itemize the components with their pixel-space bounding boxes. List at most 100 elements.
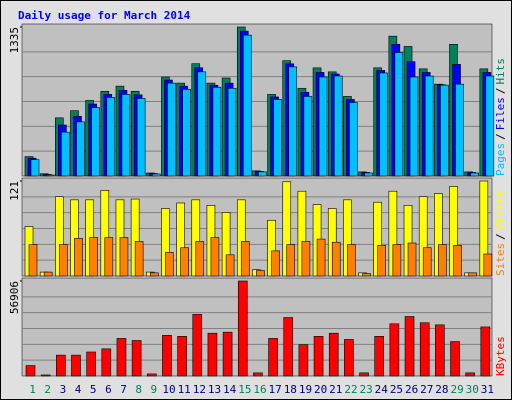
bar	[56, 354, 66, 377]
legend-entry: Sites	[494, 243, 507, 276]
x-tick-label: 3	[60, 383, 67, 396]
bar	[394, 52, 404, 177]
bar	[318, 76, 328, 177]
y-tick-label: 121	[8, 181, 21, 201]
bar	[438, 244, 447, 277]
bar	[177, 336, 187, 377]
bar	[116, 338, 127, 377]
bar	[273, 99, 282, 177]
bar	[256, 270, 265, 277]
bar	[316, 238, 326, 277]
bar	[237, 280, 248, 377]
x-tick-label: 23	[360, 383, 373, 396]
bar	[271, 250, 280, 277]
x-tick-label: 11	[178, 383, 191, 396]
bar	[136, 98, 146, 177]
bar	[182, 88, 191, 177]
legend-entry: Pages	[494, 143, 507, 176]
x-tick-label: 21	[329, 383, 342, 396]
bar	[106, 97, 116, 177]
bar	[288, 66, 298, 177]
bar	[379, 72, 389, 177]
bar	[435, 324, 445, 377]
x-tick-label: 26	[405, 383, 418, 396]
x-tick-label: 9	[151, 383, 158, 396]
bar	[465, 372, 475, 377]
bar	[450, 341, 460, 377]
x-tick-label: 20	[314, 383, 327, 396]
x-tick-label: 15	[238, 383, 251, 396]
bar	[71, 354, 81, 377]
bar	[225, 254, 235, 277]
bar	[207, 332, 218, 377]
bar	[240, 241, 250, 277]
bar	[134, 241, 144, 277]
bar	[364, 172, 373, 177]
bar	[485, 75, 495, 177]
y-tick-label: 56906	[8, 281, 21, 314]
bar	[253, 372, 263, 377]
bar	[131, 340, 142, 377]
legend: KBytes	[494, 336, 507, 376]
bar	[165, 252, 174, 277]
legend-separator: /	[494, 88, 507, 95]
x-tick-label: 28	[435, 383, 448, 396]
bar	[222, 331, 233, 377]
bar	[151, 173, 161, 177]
x-tick-label: 17	[269, 383, 282, 396]
x-tick-label: 27	[420, 383, 433, 396]
bar	[347, 244, 356, 277]
x-tick-label: 29	[450, 383, 463, 396]
legend: Pages / Files / Hits	[494, 58, 507, 176]
bar	[344, 339, 354, 377]
bar	[286, 244, 296, 277]
bar	[409, 76, 419, 177]
bar	[167, 82, 176, 177]
bar	[331, 241, 341, 277]
bar	[76, 121, 85, 177]
bar	[40, 374, 51, 377]
bar	[374, 336, 385, 377]
legend-entry: Hits	[494, 58, 507, 85]
x-tick-label: 25	[390, 383, 403, 396]
bar	[419, 322, 430, 377]
x-tick-label: 18	[284, 383, 297, 396]
bar	[242, 34, 252, 177]
bar	[149, 272, 159, 277]
bar	[303, 96, 313, 177]
bar	[328, 332, 339, 377]
bar	[28, 244, 38, 277]
x-tick-label: 6	[105, 383, 112, 396]
x-tick-label: 2	[44, 383, 51, 396]
bar	[197, 71, 207, 177]
bar	[455, 83, 464, 177]
bar	[30, 159, 40, 177]
bar	[424, 75, 434, 177]
x-tick-label: 22	[344, 383, 357, 396]
bar	[74, 238, 83, 277]
bar	[104, 237, 114, 277]
x-tick-label: 8	[135, 383, 142, 396]
x-tick-label: 14	[223, 383, 237, 396]
bar	[407, 242, 417, 277]
bar	[268, 338, 278, 377]
legend-separator: /	[494, 133, 507, 140]
bar	[227, 87, 237, 177]
x-tick-label: 12	[193, 383, 206, 396]
bar	[389, 323, 400, 377]
bar	[392, 244, 402, 277]
bar	[468, 272, 477, 277]
legend-entry: KBytes	[494, 336, 507, 376]
bar	[119, 237, 129, 277]
bar	[212, 86, 222, 177]
bar	[61, 131, 70, 177]
x-tick-label: 1	[29, 383, 36, 396]
bar	[195, 241, 205, 277]
bar	[377, 245, 387, 277]
bar	[470, 172, 479, 177]
bar	[349, 102, 358, 177]
x-tick-label: 19	[299, 383, 312, 396]
bar	[483, 253, 493, 277]
legend-entry: Files	[494, 97, 507, 130]
